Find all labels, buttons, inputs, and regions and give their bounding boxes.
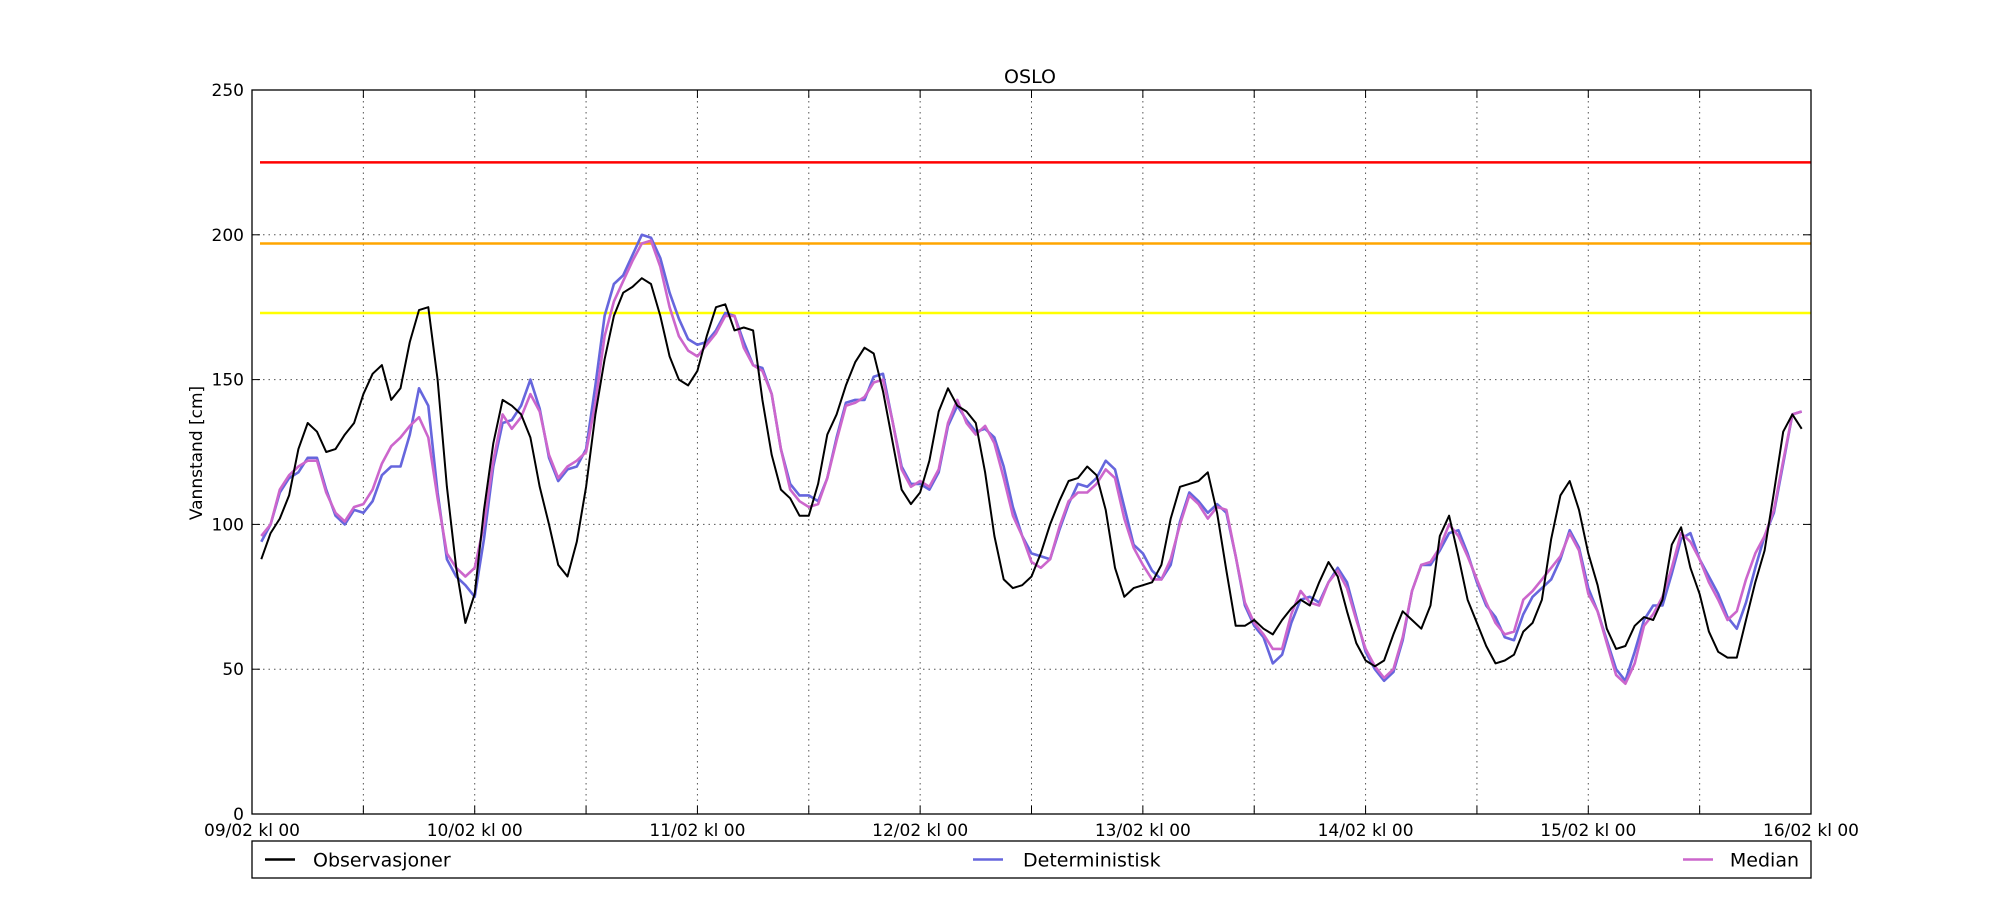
- y-tick-label: 100: [212, 515, 244, 535]
- y-tick-label: 50: [222, 660, 244, 680]
- grid-lines: [252, 90, 1811, 814]
- x-tick-label: 09/02 kl 00: [204, 821, 300, 841]
- legend-box: [251, 840, 1812, 879]
- axis-ticks: 0 50 100 150 200 250 09/02 kl 00 10/02 kl 00 11/…: [204, 81, 1859, 841]
- x-tick-label: 10/02 kl 00: [427, 821, 523, 841]
- data-series: [260, 233, 1803, 685]
- y-tick-label: 250: [212, 81, 244, 101]
- y-axis-label: Vannstand [cm]: [187, 386, 207, 520]
- y-tick-label: 200: [212, 226, 244, 246]
- x-tick-label: 11/02 kl 00: [649, 821, 745, 841]
- legend: Observasjoner Deterministisk Median: [251, 840, 1812, 879]
- series-line-observasjoner: [260, 277, 1803, 668]
- series-line-median: [260, 239, 1803, 685]
- y-tick-label: 150: [212, 371, 244, 391]
- legend-label: Observasjoner: [313, 850, 451, 872]
- legend-label: Deterministisk: [1023, 850, 1161, 872]
- x-tick-label: 14/02 kl 00: [1318, 821, 1414, 841]
- x-tick-label: 16/02 kl 00: [1763, 821, 1859, 841]
- plot-area-frame: [251, 89, 1812, 815]
- legend-label: Median: [1730, 850, 1799, 872]
- x-tick-label: 13/02 kl 00: [1095, 821, 1191, 841]
- y-tick-label: 0: [233, 805, 244, 825]
- x-tick-label: 12/02 kl 00: [872, 821, 968, 841]
- x-tick-label: 15/02 kl 00: [1540, 821, 1636, 841]
- chart-title: OSLO: [1004, 66, 1056, 88]
- threshold-lines: [260, 161, 1811, 315]
